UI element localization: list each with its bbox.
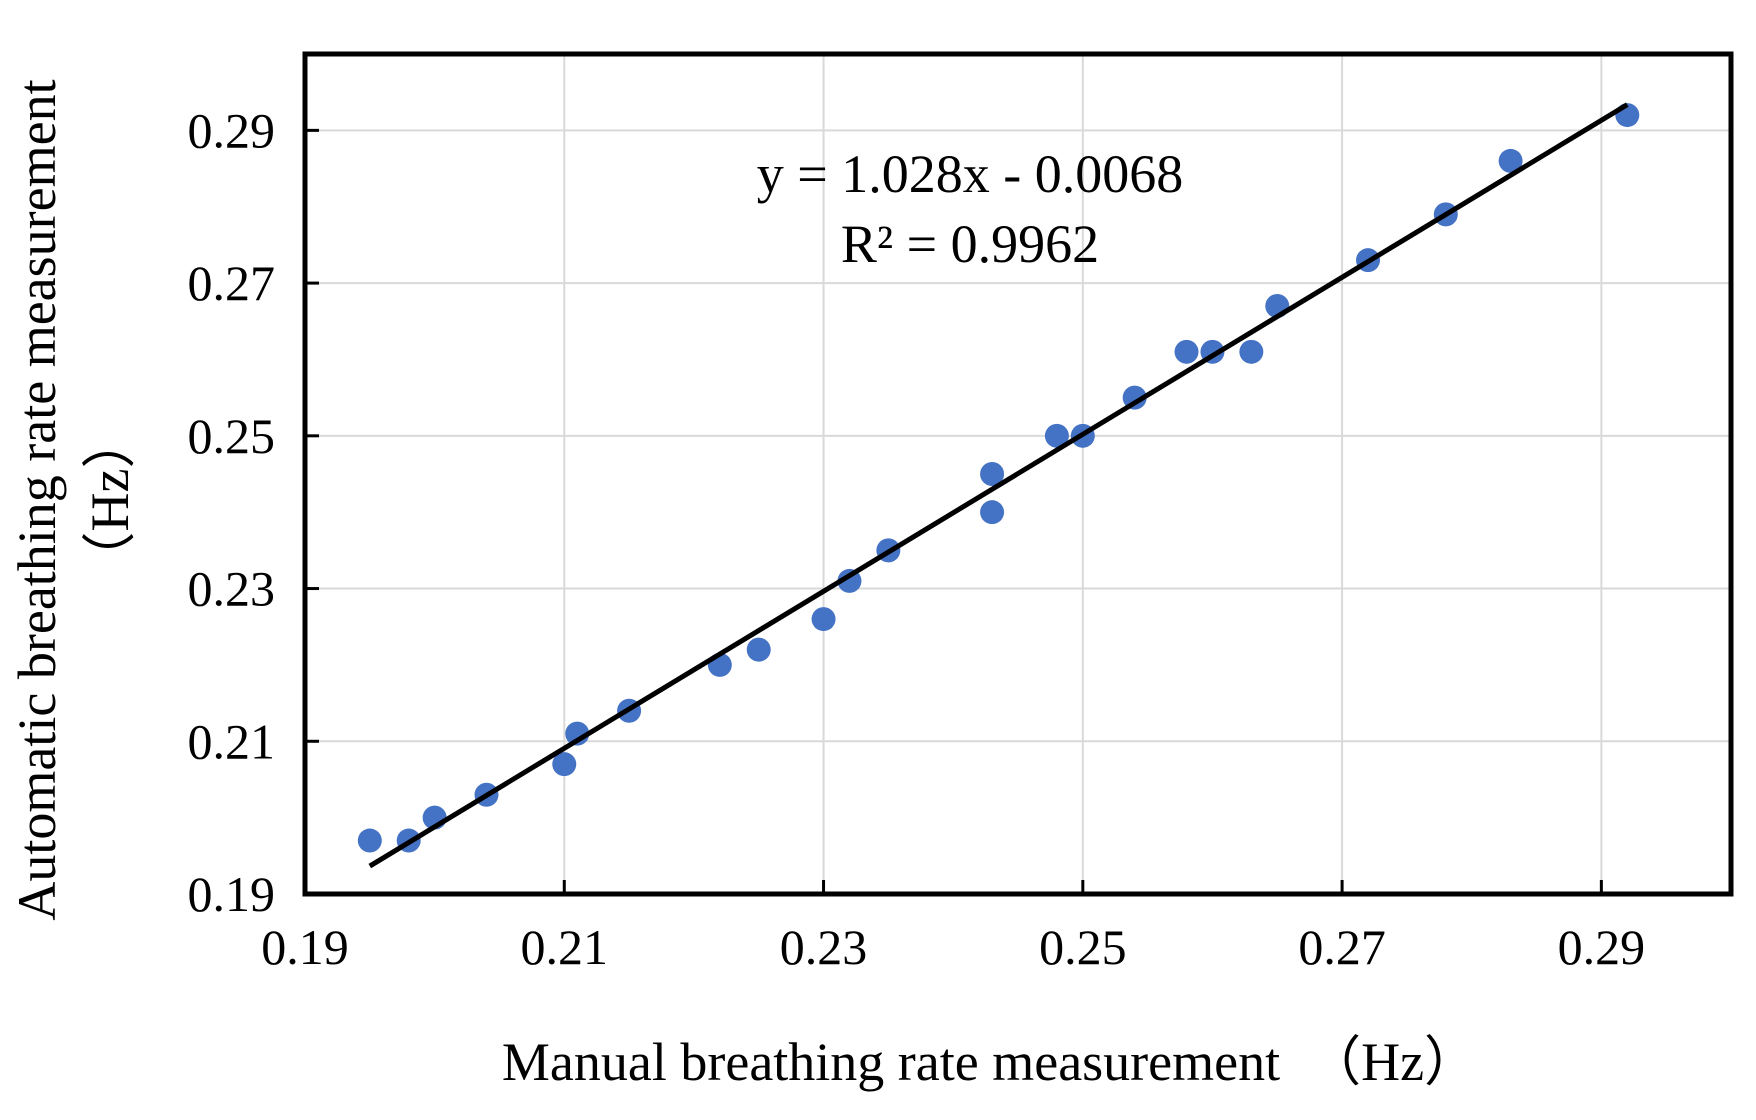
y-tick-label: 0.29 — [188, 102, 276, 158]
r-squared-label: R² = 0.9962 — [841, 214, 1099, 274]
y-tick-label: 0.23 — [188, 561, 276, 617]
x-tick-label: 0.29 — [1558, 919, 1646, 975]
x-tick-label: 0.27 — [1298, 919, 1386, 975]
y-tick-label: 0.19 — [188, 866, 276, 922]
y-axis-title-unit: （Hz） — [80, 415, 140, 586]
trendline-equation: y = 1.028x - 0.0068 — [757, 144, 1183, 204]
data-point — [357, 828, 382, 853]
data-point — [837, 568, 862, 593]
x-tick-labels: 0.19 0.21 0.23 0.25 0.27 0.29 — [261, 919, 1645, 975]
trendline — [368, 102, 1629, 869]
data-point — [980, 462, 1005, 486]
y-tick-label: 0.21 — [188, 713, 276, 769]
data-point — [811, 607, 836, 632]
y-axis-title: Automatic breathing rate measurement — [7, 79, 67, 920]
y-axis-title-line1: Automatic breathing rate measurement — [7, 79, 67, 920]
y-axis-title-line2: （Hz） — [80, 415, 140, 586]
x-tick-label: 0.21 — [521, 919, 609, 975]
data-point — [1044, 423, 1069, 448]
data-point — [980, 500, 1005, 525]
data-points — [357, 103, 1640, 853]
data-point — [746, 637, 771, 662]
x-tick-label: 0.23 — [780, 919, 868, 975]
data-point — [552, 752, 577, 777]
data-point — [1174, 339, 1199, 364]
y-tick-label: 0.27 — [188, 255, 276, 311]
x-tick-label: 0.25 — [1039, 919, 1127, 975]
grid — [305, 54, 1731, 894]
data-point — [1498, 148, 1523, 173]
x-tick-label: 0.19 — [261, 919, 349, 975]
x-axis-title: Manual breathing rate measurement （Hz） — [502, 1032, 1478, 1092]
plot-area-frame — [302, 51, 1734, 897]
data-point — [1239, 339, 1264, 364]
y-tick-label: 0.25 — [188, 408, 276, 464]
y-tick-labels: 0.19 0.21 0.23 0.25 0.27 0.29 — [188, 102, 276, 922]
